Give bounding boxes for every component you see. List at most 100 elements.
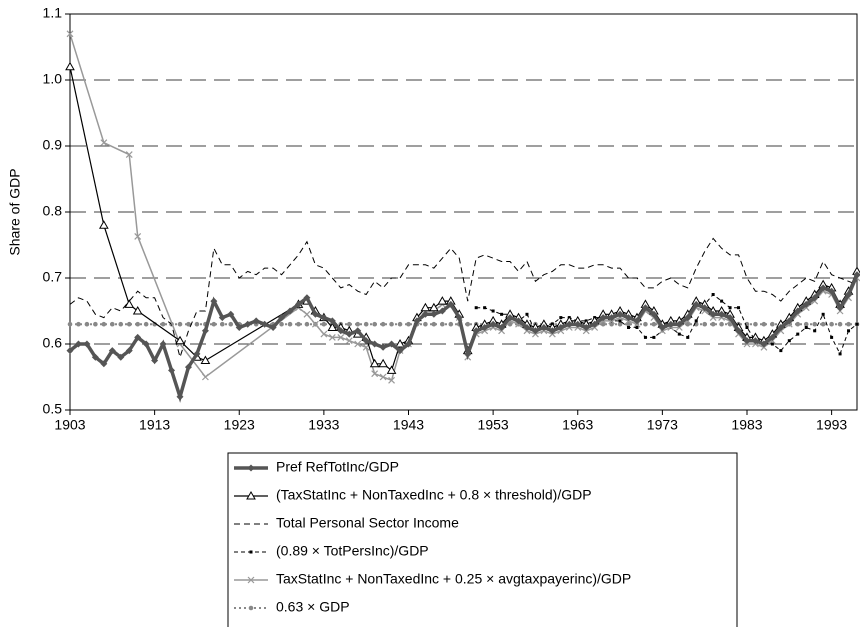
point-marker: [320, 314, 328, 322]
point-marker: [753, 321, 758, 327]
point-marker: [421, 310, 429, 318]
point-marker: [220, 321, 225, 327]
point-marker: [134, 333, 142, 341]
point-marker: [143, 321, 149, 327]
point-marker: [686, 335, 690, 339]
point-marker: [175, 335, 185, 345]
series-line: [68, 274, 859, 403]
point-marker: [354, 340, 362, 348]
point-marker: [328, 333, 336, 341]
point-marker: [837, 321, 843, 327]
point-marker: [437, 296, 448, 305]
point-marker: [821, 312, 825, 316]
point-marker: [625, 314, 633, 322]
point-marker: [269, 324, 277, 331]
plot-frame: [69, 13, 858, 411]
point-marker: [91, 353, 99, 361]
legend-marker: [247, 464, 255, 472]
point-marker: [193, 350, 201, 358]
point-marker: [311, 320, 319, 328]
point-marker: [710, 321, 716, 327]
point-marker: [819, 284, 827, 292]
point-marker: [506, 314, 514, 322]
point-marker: [684, 314, 692, 322]
x-tick-label: 1973: [647, 417, 678, 433]
point-marker: [406, 321, 411, 327]
point-marker: [795, 321, 801, 327]
point-marker: [108, 347, 116, 355]
point-marker: [386, 365, 397, 374]
point-marker: [641, 304, 649, 312]
point-marker: [650, 310, 658, 318]
legend-marker: [246, 490, 256, 500]
x-tick-label: 1933: [308, 417, 339, 433]
legend-label: Pref RefTotInc/GDP: [276, 459, 399, 475]
x-tick-label: 1943: [393, 417, 424, 433]
point-marker: [559, 316, 563, 320]
point-marker: [372, 321, 377, 327]
point-marker: [658, 324, 666, 331]
point-marker: [481, 324, 489, 331]
point-marker: [802, 300, 810, 308]
y-axis-title: Share of GDP: [7, 168, 23, 255]
point-marker: [369, 358, 380, 368]
point-marker: [362, 337, 370, 345]
y-tick-label: 0.9: [43, 137, 63, 153]
point-marker: [830, 335, 834, 339]
point-marker: [303, 294, 311, 302]
point-marker: [168, 366, 176, 374]
point-marker: [472, 327, 480, 335]
point-marker: [626, 321, 631, 327]
legend-marker: [248, 605, 254, 611]
point-marker: [67, 321, 73, 327]
point-marker: [327, 322, 338, 331]
point-marker: [101, 321, 107, 327]
point-marker: [346, 321, 352, 327]
point-marker: [160, 321, 166, 327]
point-marker: [633, 317, 641, 325]
point-marker: [474, 306, 478, 310]
point-marker: [643, 335, 647, 339]
y-tick-label: 1.0: [43, 71, 63, 87]
y-tick-label: 0.5: [43, 401, 63, 417]
point-marker: [228, 321, 234, 327]
x-tick-label: 1903: [54, 417, 85, 433]
point-marker: [159, 340, 167, 348]
point-marker: [675, 320, 683, 328]
point-marker: [651, 321, 657, 327]
point-marker: [591, 320, 599, 328]
point-marker: [770, 321, 775, 327]
point-marker: [565, 320, 573, 328]
point-marker: [692, 300, 700, 308]
point-marker: [321, 321, 327, 327]
point-marker: [244, 320, 252, 328]
point-marker: [465, 321, 471, 327]
point-marker: [93, 321, 98, 327]
point-marker: [379, 373, 387, 381]
point-marker: [726, 314, 734, 322]
point-marker: [728, 306, 732, 310]
point-marker: [132, 305, 143, 315]
point-marker: [287, 321, 293, 327]
point-marker: [380, 321, 386, 327]
series: [66, 271, 860, 403]
point-marker: [709, 310, 717, 318]
point-marker: [813, 329, 817, 333]
point-marker: [677, 332, 681, 336]
x-tick-label: 1913: [139, 417, 170, 433]
point-marker: [177, 321, 183, 327]
x-tick-label: 1983: [731, 417, 762, 433]
point-marker: [389, 321, 394, 327]
point-marker: [491, 309, 495, 313]
point-marker: [125, 151, 133, 159]
point-marker: [286, 307, 294, 315]
point-marker: [735, 327, 743, 335]
point-marker: [804, 326, 808, 329]
point-marker: [794, 307, 802, 315]
point-marker: [838, 352, 842, 356]
y-tick-label: 0.8: [43, 203, 63, 219]
point-marker: [498, 324, 506, 331]
point-marker: [846, 321, 851, 327]
point-marker: [303, 310, 311, 318]
point-marker: [525, 312, 529, 316]
